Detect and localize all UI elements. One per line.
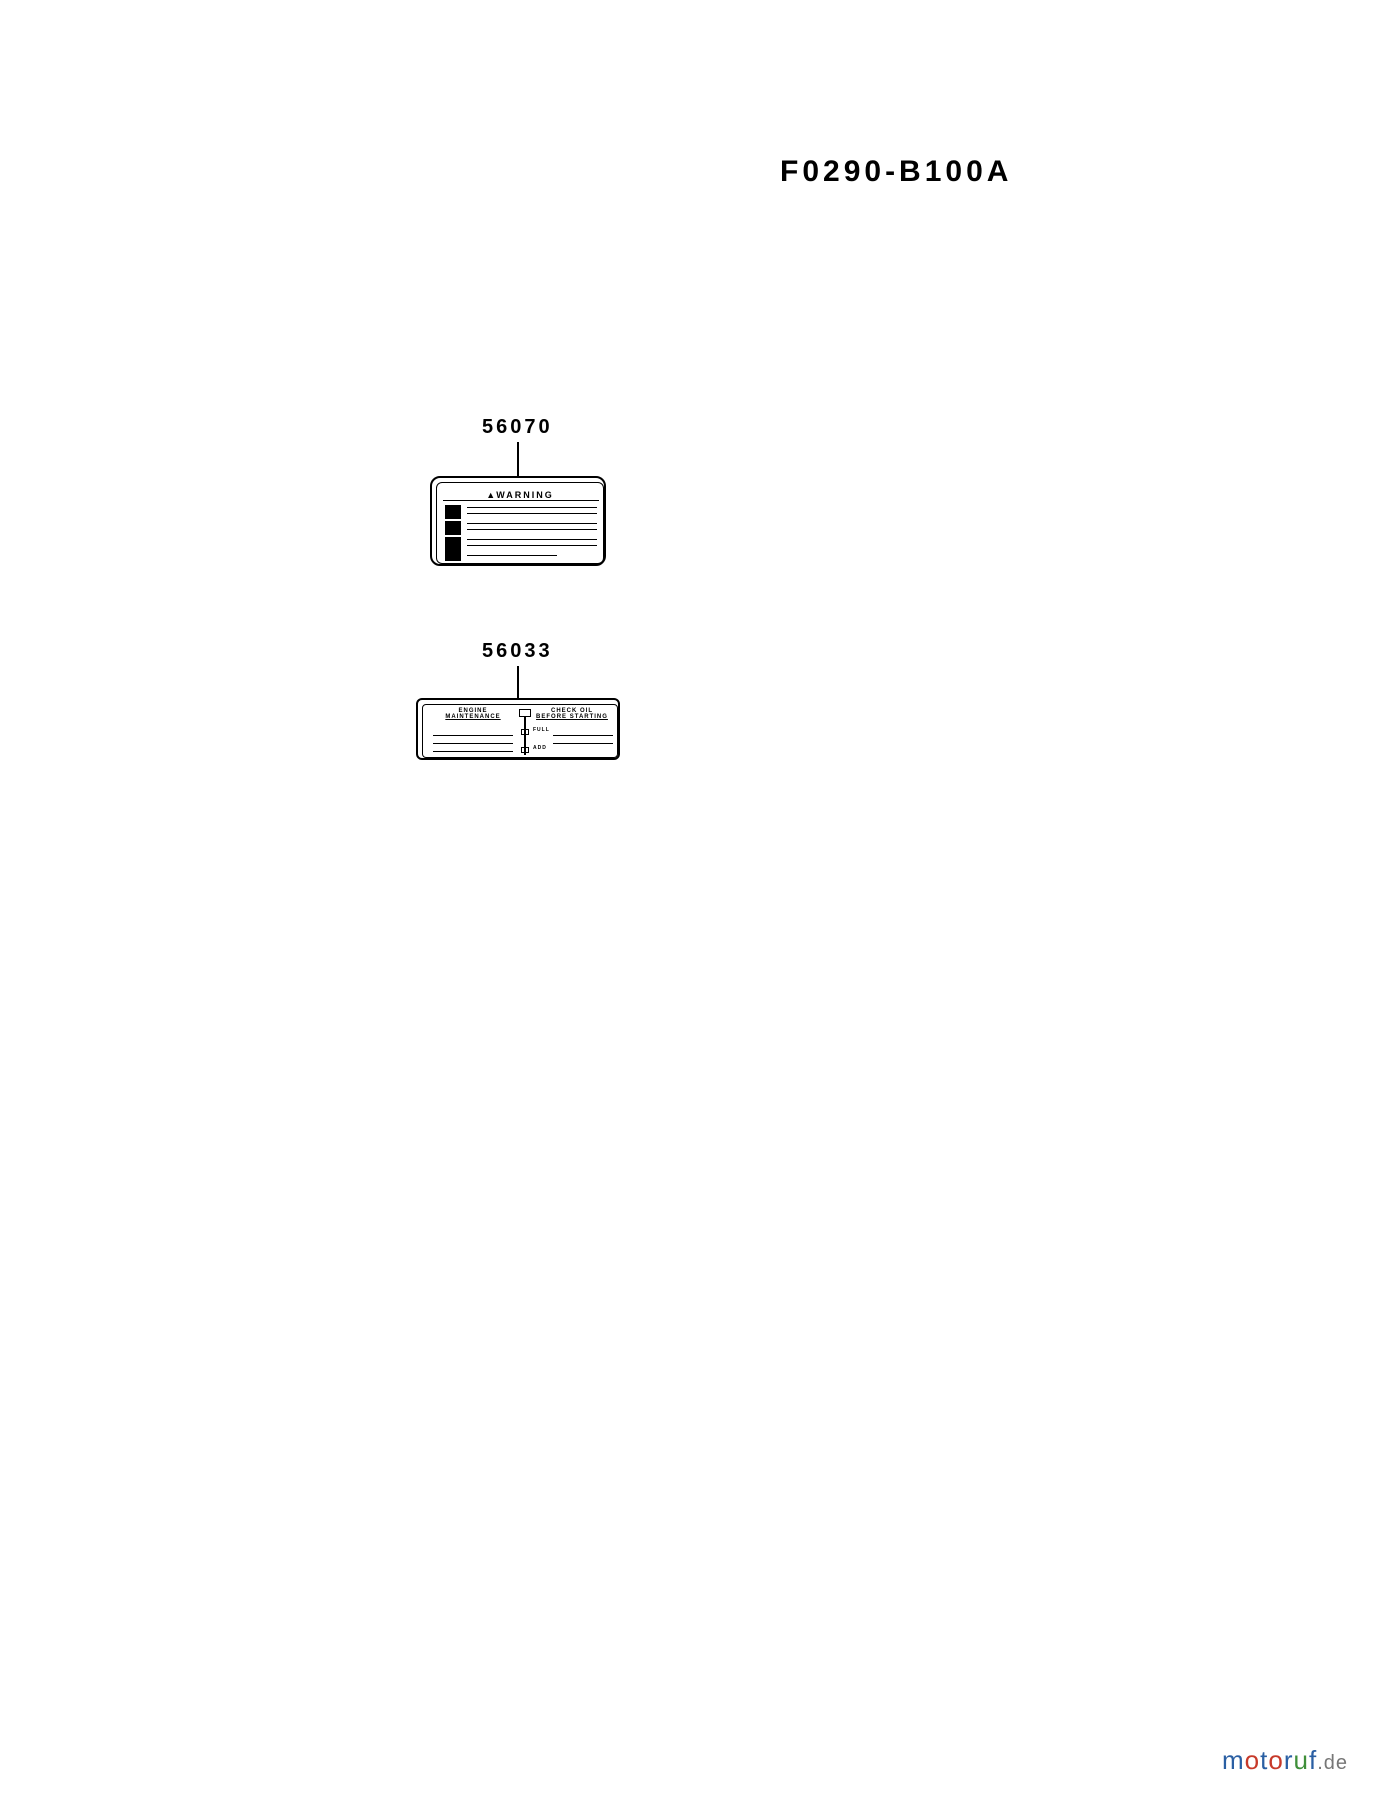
maint-textline <box>553 743 613 744</box>
maint-textline <box>433 735 513 736</box>
dipstick-icon <box>519 709 531 755</box>
watermark: motoruf.de <box>1222 1745 1348 1776</box>
warning-triangle-icon: ▲ <box>486 490 496 500</box>
maint-right-line2: BEFORE STARTING <box>535 714 609 720</box>
callout-label-56070: 56070 <box>482 416 553 439</box>
maintenance-label-inner: ENGINE MAINTENANCE CHECK OIL BEFORE STAR… <box>422 704 618 758</box>
hot-icon <box>445 537 461 551</box>
watermark-char: o <box>1245 1745 1260 1775</box>
warning-label-inner: ▲WARNING <box>436 482 604 564</box>
hand-icon <box>445 551 461 561</box>
watermark-suffix: .de <box>1317 1752 1348 1774</box>
warning-textline <box>467 507 597 508</box>
callout-leader-56070 <box>517 442 519 476</box>
page-part-number: F0290-B100A <box>780 155 1012 189</box>
dipstick-full-text: FULL <box>533 727 550 733</box>
warning-header-underline <box>443 500 599 501</box>
warning-textline <box>467 513 597 514</box>
manual-icon <box>445 505 461 519</box>
maint-textline <box>553 735 613 736</box>
watermark-char: m <box>1222 1745 1245 1775</box>
maint-textline <box>433 751 513 752</box>
watermark-char: f <box>1309 1745 1317 1775</box>
warning-textline <box>467 539 597 540</box>
watermark-char: u <box>1293 1745 1308 1775</box>
warning-textline <box>467 529 597 530</box>
warning-label-box: ▲WARNING <box>430 476 606 566</box>
maintenance-label-box: ENGINE MAINTENANCE CHECK OIL BEFORE STAR… <box>416 698 620 760</box>
maint-textline <box>433 743 513 744</box>
warning-header-text: WARNING <box>496 490 554 500</box>
callout-leader-56033 <box>517 666 519 700</box>
dipstick-add-text: ADD <box>533 745 547 751</box>
callout-label-56033: 56033 <box>482 640 553 663</box>
maint-left-header: ENGINE MAINTENANCE <box>433 708 513 720</box>
warning-textline <box>467 523 597 524</box>
watermark-char: o <box>1268 1745 1283 1775</box>
warning-textline <box>467 545 597 546</box>
fire-icon <box>445 521 461 535</box>
maint-left-line2: MAINTENANCE <box>433 714 513 720</box>
warning-textline <box>467 555 557 556</box>
maint-right-header: CHECK OIL BEFORE STARTING <box>535 708 609 720</box>
